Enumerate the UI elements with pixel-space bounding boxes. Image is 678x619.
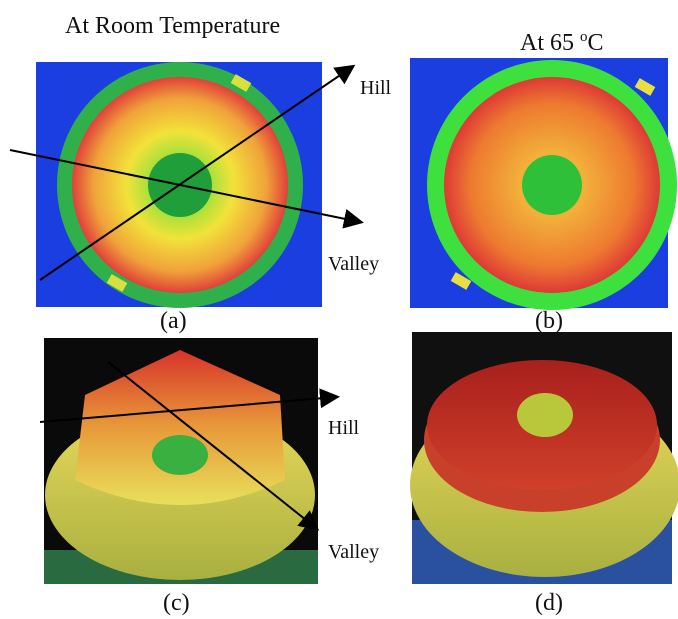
figure: At Room Temperature At 65 oC Hill Valley… <box>0 0 678 619</box>
panel-b-image <box>410 58 677 310</box>
panel-title: At 65 oC <box>520 29 604 56</box>
panel-d-image <box>410 332 678 584</box>
panel-c-image <box>40 338 336 584</box>
panel-caption: (a) <box>160 308 187 334</box>
title-unit: C <box>588 30 604 56</box>
panel-caption: (d) <box>535 590 563 616</box>
panel-a-image <box>10 62 360 308</box>
panel-caption: (b) <box>535 308 563 334</box>
panel-caption: (c) <box>163 590 190 616</box>
title-text: At 65 <box>520 30 580 56</box>
annotation: Hill <box>360 77 392 99</box>
annotation: Hill <box>328 417 360 439</box>
page: At Room Temperature At 65 oC Hill Valley… <box>0 0 678 619</box>
annotation: Valley <box>328 541 379 563</box>
title-sup: o <box>580 29 588 45</box>
panel-title: At Room Temperature <box>65 13 280 39</box>
annotation: Valley <box>328 253 379 275</box>
